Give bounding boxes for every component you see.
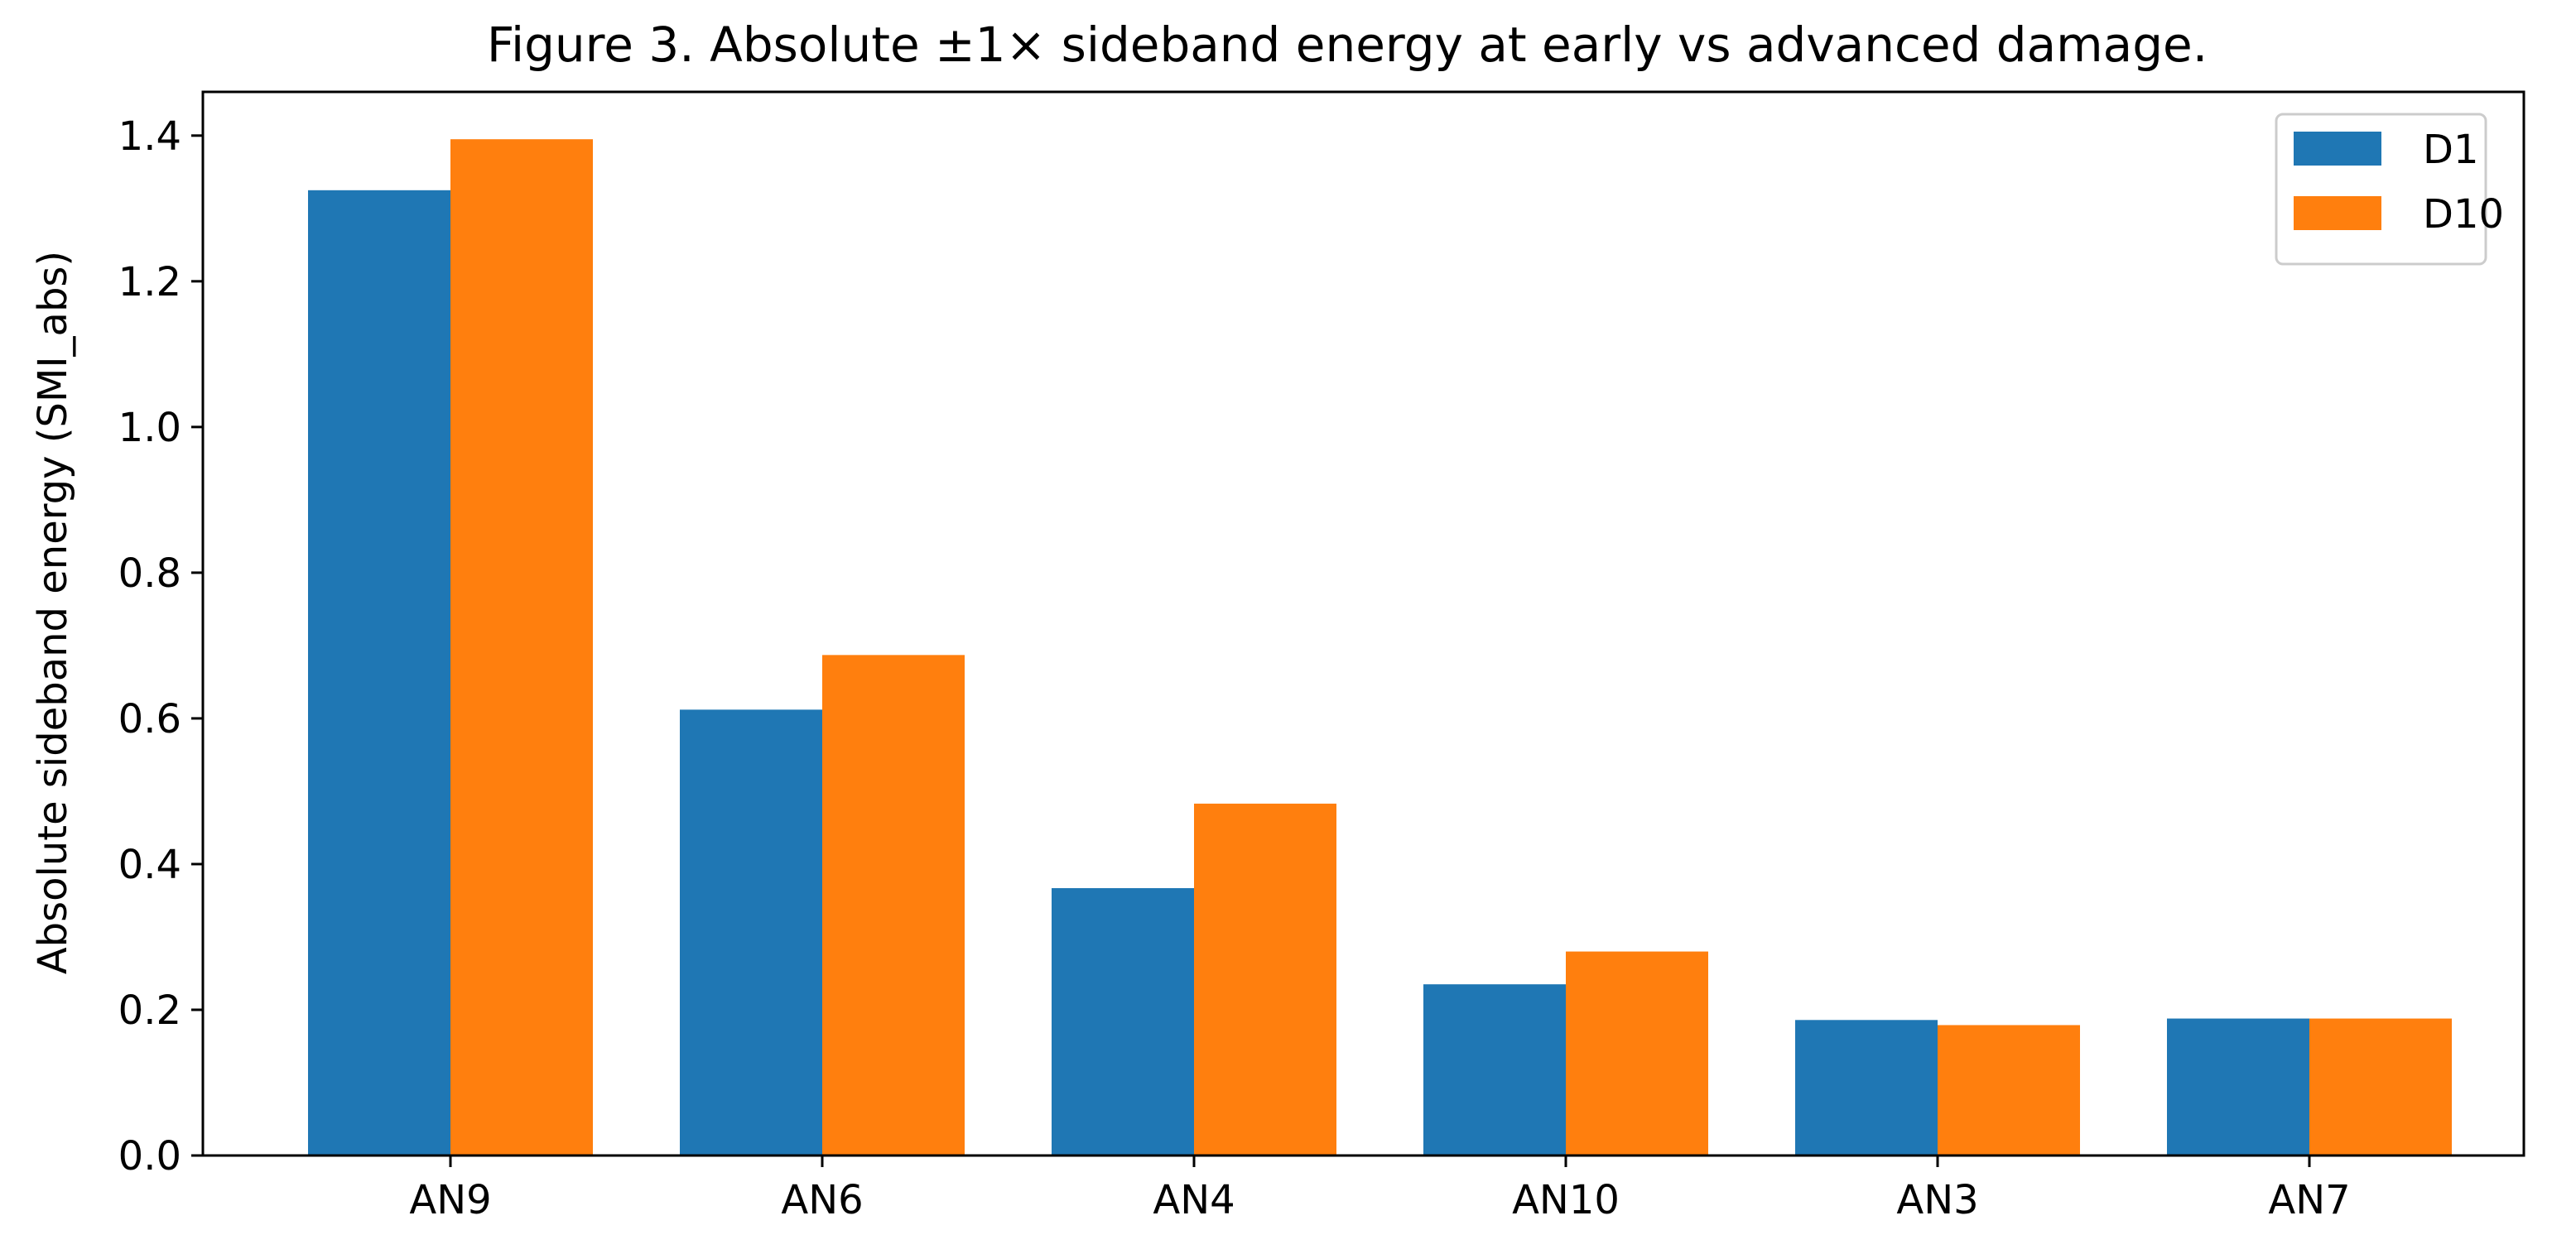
- y-tick-label: 1.4: [118, 113, 181, 160]
- bar-d1-an9: [308, 190, 450, 1156]
- legend-label-d1: D1: [2423, 127, 2479, 173]
- y-tick-label: 0.2: [118, 987, 181, 1034]
- chart-title: Figure 3. Absolute ±1× sideband energy a…: [487, 17, 2208, 73]
- x-tick-label: AN6: [781, 1177, 863, 1223]
- y-tick-label: 0.6: [118, 696, 181, 742]
- y-tick-label: 0.0: [118, 1133, 181, 1180]
- x-tick-label: AN7: [2268, 1177, 2350, 1223]
- bars-layer: [308, 139, 2452, 1156]
- plot-frame: [201, 90, 2525, 1157]
- x-tick-label: AN4: [1153, 1177, 1235, 1223]
- bar-d10-an4: [1194, 803, 1336, 1156]
- bar-d10-an9: [450, 139, 593, 1156]
- ticks-layer: AN9 AN6 AN4 AN10 AN3 AN7 0.0 0.2 0.4 0.6 0.8 1.0 1.2…: [118, 113, 2351, 1223]
- y-tick-label: 1.0: [118, 405, 181, 451]
- bar-d1-an4: [1052, 887, 1194, 1156]
- y-tick-label: 0.4: [118, 842, 181, 888]
- bar-d1-an3: [1795, 1020, 1938, 1156]
- bar-d1-an10: [1423, 984, 1566, 1156]
- bar-d1-an6: [680, 709, 822, 1156]
- legend-label-d10: D10: [2423, 191, 2504, 238]
- x-tick-label: AN9: [409, 1177, 491, 1223]
- legend-swatch-d1: [2294, 132, 2381, 166]
- legend-swatch-d10: [2294, 196, 2381, 230]
- bar-d10-an3: [1938, 1025, 2080, 1156]
- x-tick-label: AN3: [1896, 1177, 1978, 1223]
- x-tick-label: AN10: [1512, 1177, 1620, 1223]
- bar-d10-an6: [822, 655, 965, 1156]
- bar-d10-an7: [2309, 1018, 2452, 1156]
- y-tick-label: 0.8: [118, 550, 181, 597]
- bar-d10-an10: [1566, 951, 1708, 1156]
- bar-d1-an7: [2167, 1018, 2309, 1156]
- y-tick-label: 1.2: [118, 259, 181, 305]
- y-axis-label: Absolute sideband energy (SMI_abs): [30, 251, 76, 974]
